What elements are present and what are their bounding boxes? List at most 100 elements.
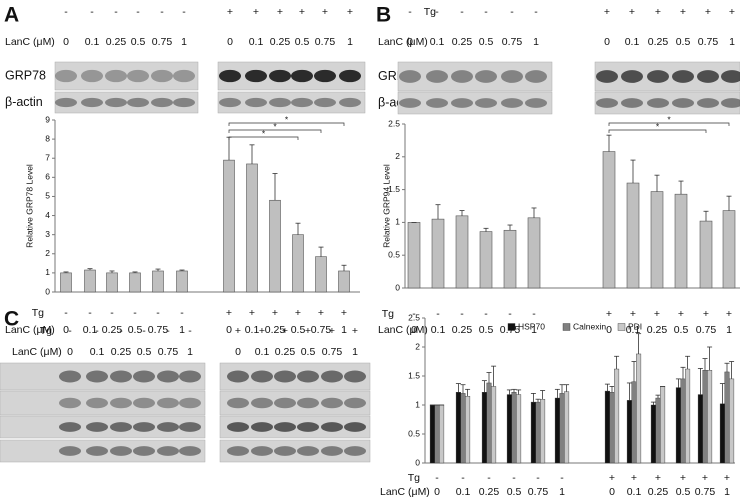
tg-sign: - (110, 307, 114, 319)
tg-sign: - (88, 307, 92, 319)
x-tick-label: 0 (411, 324, 417, 336)
bar (530, 401, 536, 464)
significance-star: * (656, 121, 660, 131)
tg-sign: - (512, 472, 516, 484)
blot-strip (397, 61, 553, 92)
blot-band (451, 70, 473, 83)
blot-band (274, 446, 296, 456)
significance-star: * (262, 128, 266, 138)
bar (246, 163, 258, 293)
bar (626, 400, 632, 464)
error-bar (249, 144, 255, 164)
x-tick-label: 0 (63, 324, 69, 336)
tg-sign: - (64, 6, 68, 18)
x-row-label: Tg (32, 307, 44, 319)
bar (460, 393, 466, 464)
error-bar (650, 401, 656, 405)
blot-band (672, 70, 694, 83)
blot-band (251, 422, 273, 432)
x-row-label: Tg (382, 308, 394, 320)
tg-sign: + (604, 6, 610, 18)
tg-sign: - (188, 325, 192, 337)
bar (491, 386, 497, 464)
significance-bracket (608, 122, 730, 126)
bar (699, 220, 713, 289)
tg-sign: + (654, 308, 660, 320)
tg-sign: - (142, 325, 146, 337)
error-bar (614, 355, 620, 370)
y-axis-title: Relative GRP78 Level (24, 164, 34, 248)
blot-band (697, 70, 719, 83)
blot-band (157, 422, 179, 432)
lanc-dose: 0.25 (106, 36, 127, 48)
lanc-dose: 0.5 (301, 346, 316, 358)
bar (722, 210, 736, 289)
blot-band (110, 397, 132, 409)
blot-band (321, 397, 343, 409)
blot-band (344, 446, 366, 456)
x-tick-label: 0 (609, 486, 615, 498)
blot-band (227, 397, 249, 409)
error-bar (726, 195, 732, 211)
legend-label: HSP70 (518, 321, 545, 331)
error-bar (609, 386, 615, 393)
error-bar (606, 134, 612, 152)
tg-sign: - (160, 6, 164, 18)
tg-sign: + (631, 472, 637, 484)
blot-band (81, 97, 103, 108)
blot-band (399, 98, 421, 108)
blot-band (86, 422, 108, 432)
lanc-dose: 0.5 (131, 36, 146, 48)
significance-bracket (228, 129, 322, 133)
x-tick-label: 0.75 (528, 486, 549, 498)
x-tick-label: 0.5 (291, 324, 306, 336)
error-bar (719, 383, 725, 404)
lanc-dose: 0.5 (137, 346, 152, 358)
tg-sign: + (705, 6, 711, 18)
lanc-dose: 1 (533, 36, 539, 48)
blot-band (179, 422, 201, 432)
x-tick-label: 0.5 (128, 324, 143, 336)
tg-sign: - (460, 308, 464, 320)
tg-sign: + (655, 472, 661, 484)
tg-sign: + (299, 6, 305, 18)
tg-sign: - (484, 6, 488, 18)
error-bar (455, 383, 461, 393)
blot-band (219, 69, 241, 83)
tg-sign: - (182, 6, 186, 18)
blot-band (151, 69, 173, 83)
lanc-dose: 0.25 (275, 346, 296, 358)
blot-strip (217, 91, 366, 114)
significance-star: * (285, 114, 289, 124)
blot-band (133, 422, 155, 432)
tg-sign: - (64, 307, 68, 319)
blot-band (721, 70, 740, 83)
blot-band (59, 422, 81, 432)
tg-sign: - (436, 308, 440, 320)
bar (554, 397, 560, 464)
blot-band (86, 370, 108, 383)
x-tick-label: 0 (606, 324, 612, 336)
blot-band (297, 446, 319, 456)
blot-band (110, 422, 132, 432)
lanc-dose: 0.1 (625, 36, 640, 48)
tg-sign: + (318, 307, 324, 319)
tg-sign: + (680, 472, 686, 484)
blot-band (173, 97, 195, 108)
lanc-dose: 0.1 (249, 36, 264, 48)
blot-band (596, 70, 618, 83)
blot-band (399, 70, 421, 83)
lanc-dose: 1 (729, 36, 735, 48)
significance-bracket (228, 136, 299, 140)
tg-sign: - (408, 6, 412, 18)
tg-sign: + (305, 325, 311, 337)
error-bar (675, 378, 681, 388)
lanc-dose: 0.25 (111, 346, 132, 358)
x-row-label: LanC (μM) (378, 324, 428, 336)
error-bar (724, 362, 730, 372)
lanc-dose: 0 (604, 36, 610, 48)
blot-band (227, 422, 249, 432)
tg-sign: + (253, 6, 259, 18)
bar (60, 272, 72, 293)
error-bar (155, 268, 161, 271)
